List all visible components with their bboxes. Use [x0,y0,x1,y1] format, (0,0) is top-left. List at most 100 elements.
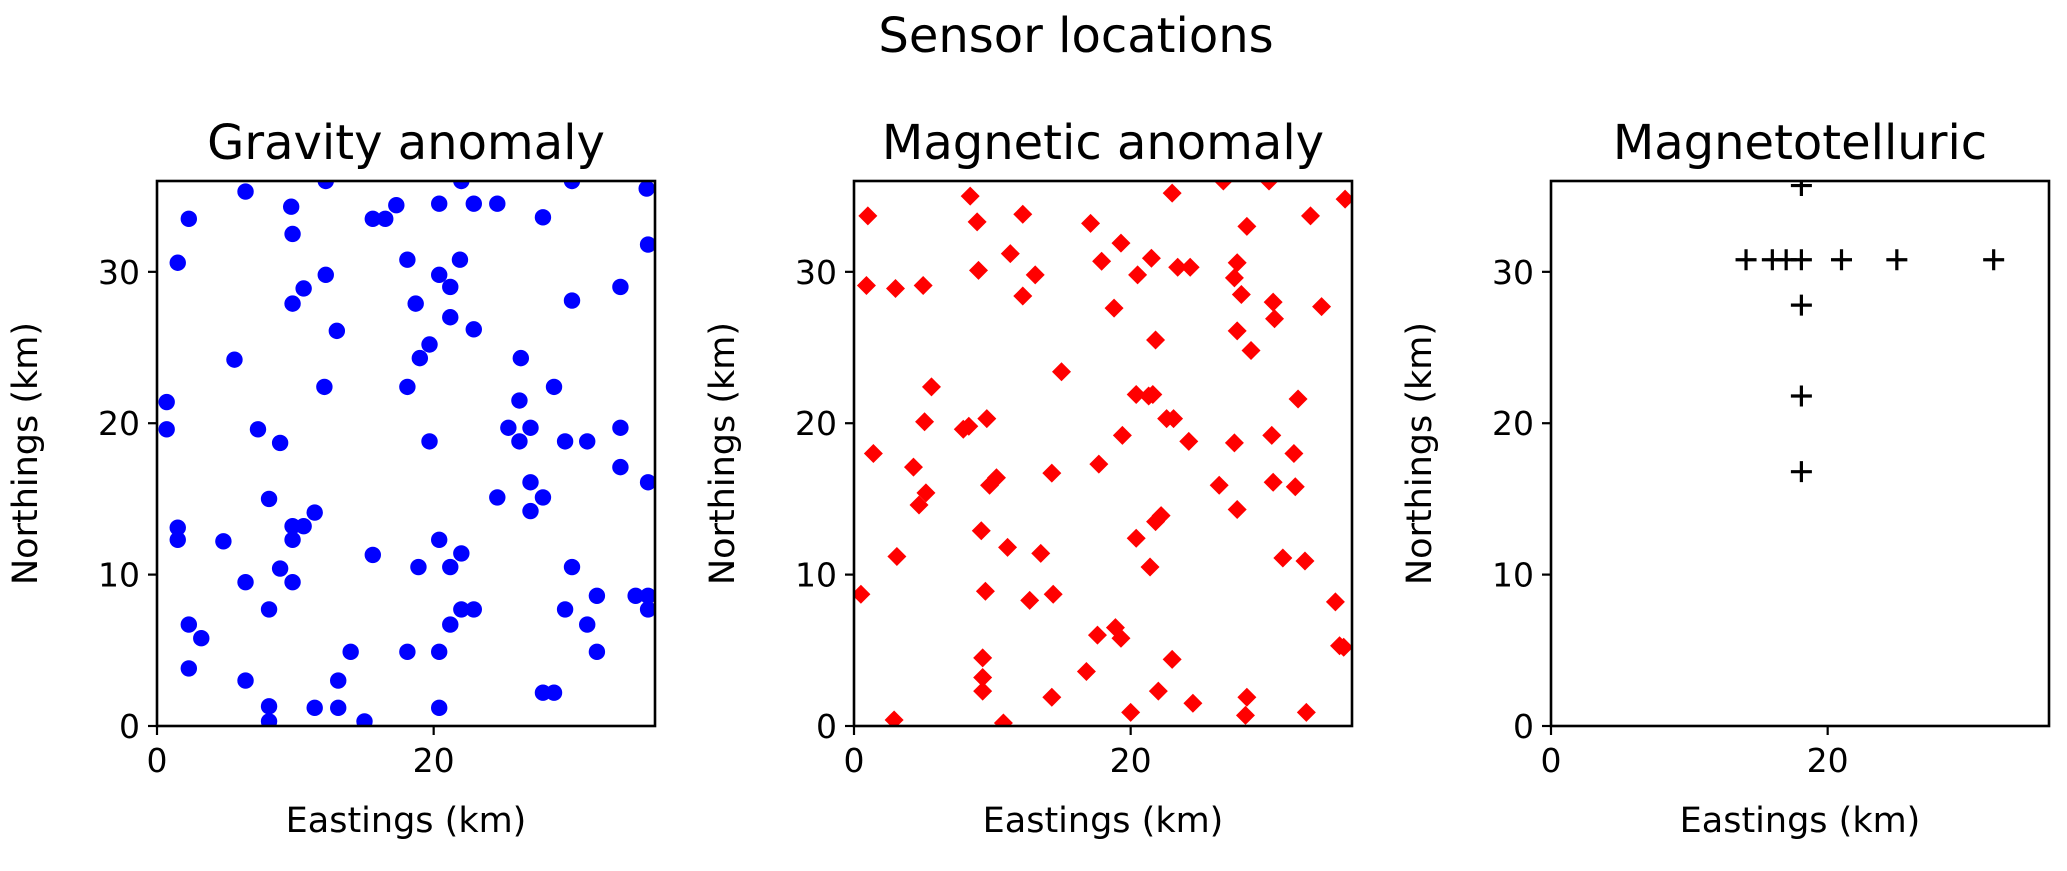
data-point [1295,551,1315,571]
data-point [1180,257,1200,277]
data-point [193,629,210,647]
data-point [1164,409,1184,429]
data-point [226,351,243,368]
data-point [421,336,438,353]
data-point [1043,584,1063,604]
y-tick-label: 0 [816,707,837,746]
y-tick-label: 20 [795,404,837,443]
data-point [973,648,993,668]
y-tick-label: 10 [795,556,837,595]
data-point [399,378,416,396]
data-point [1213,181,1233,191]
data-point [453,181,470,190]
data-point [1241,341,1261,361]
data-point [588,643,606,661]
data-point [1042,463,1062,483]
data-point [453,545,470,562]
data-point [249,421,267,438]
data-point [465,321,482,338]
data-point [1179,431,1199,451]
data-point [1259,181,1279,191]
data-point [1235,705,1255,725]
y-axis-label: Northings (km) [6,322,46,585]
data-point [909,495,929,515]
data-point [1168,257,1188,277]
data-point [489,195,506,212]
data-points [1735,181,2005,483]
data-point [1790,249,1812,271]
data-point [237,573,254,591]
data-point [453,601,470,618]
data-point [1284,444,1304,463]
data-point [158,393,175,411]
data-point [306,699,323,717]
subplots: Gravity anomaly 0 20 0 10 20 30 Eastings (km) No… [6,115,2051,841]
data-point [556,601,574,618]
data-point [1128,265,1148,285]
data-point [993,713,1013,726]
data-point [158,421,175,438]
data-point [1227,500,1247,520]
data-point [295,280,312,297]
data-point [215,533,232,550]
x-axis-label: Eastings (km) [983,801,1224,841]
x-tick-label: 0 [147,741,168,780]
data-point [1162,649,1182,669]
data-point [1143,384,1163,404]
data-point [1013,286,1033,306]
data-point [1076,662,1096,681]
data-point [886,278,905,298]
data-point [260,601,278,618]
panel-gravity-anomaly: Gravity anomaly 0 20 0 10 20 30 Eastings (km) No… [6,115,657,841]
data-point [317,181,334,190]
data-point [1020,590,1040,610]
data-point [169,531,186,548]
data-point [442,278,459,296]
data-point [295,517,312,535]
data-point [1052,362,1071,382]
data-point [1209,475,1229,495]
data-point [1273,548,1293,568]
data-point [330,672,347,689]
data-point [180,616,198,633]
data-point [534,209,552,226]
data-point [1790,461,1812,483]
data-point [639,474,655,491]
y-tick-label: 30 [1492,253,1534,292]
data-point [399,251,416,268]
data-point [169,519,186,536]
data-point [915,412,935,432]
data-point [330,699,347,717]
data-point [1013,204,1033,224]
plot-frame [155,179,657,728]
data-point [612,419,629,436]
data-point [1325,592,1345,612]
data-point [916,483,936,503]
x-tick-label: 0 [1541,741,1562,780]
data-point [612,278,629,296]
data-point [854,584,871,604]
data-point [1886,249,1908,271]
data-point [638,181,655,197]
data-points [854,181,1352,726]
data-point [959,416,979,436]
data-point [431,195,448,212]
data-point [1121,702,1141,722]
data-point [1224,433,1244,453]
data-point [271,434,289,452]
data-point [399,643,416,661]
data-point [284,531,301,548]
data-point [1231,285,1251,305]
data-point [1126,528,1146,548]
data-point [282,198,300,215]
data-point [556,433,574,450]
y-tick-label: 10 [1492,556,1534,595]
data-point [1790,385,1812,407]
data-point [856,275,876,295]
data-point [377,210,394,228]
data-point [364,210,381,228]
data-point [1148,681,1168,701]
data-point [1790,294,1812,316]
data-point [500,419,517,436]
data-point [1237,687,1257,707]
